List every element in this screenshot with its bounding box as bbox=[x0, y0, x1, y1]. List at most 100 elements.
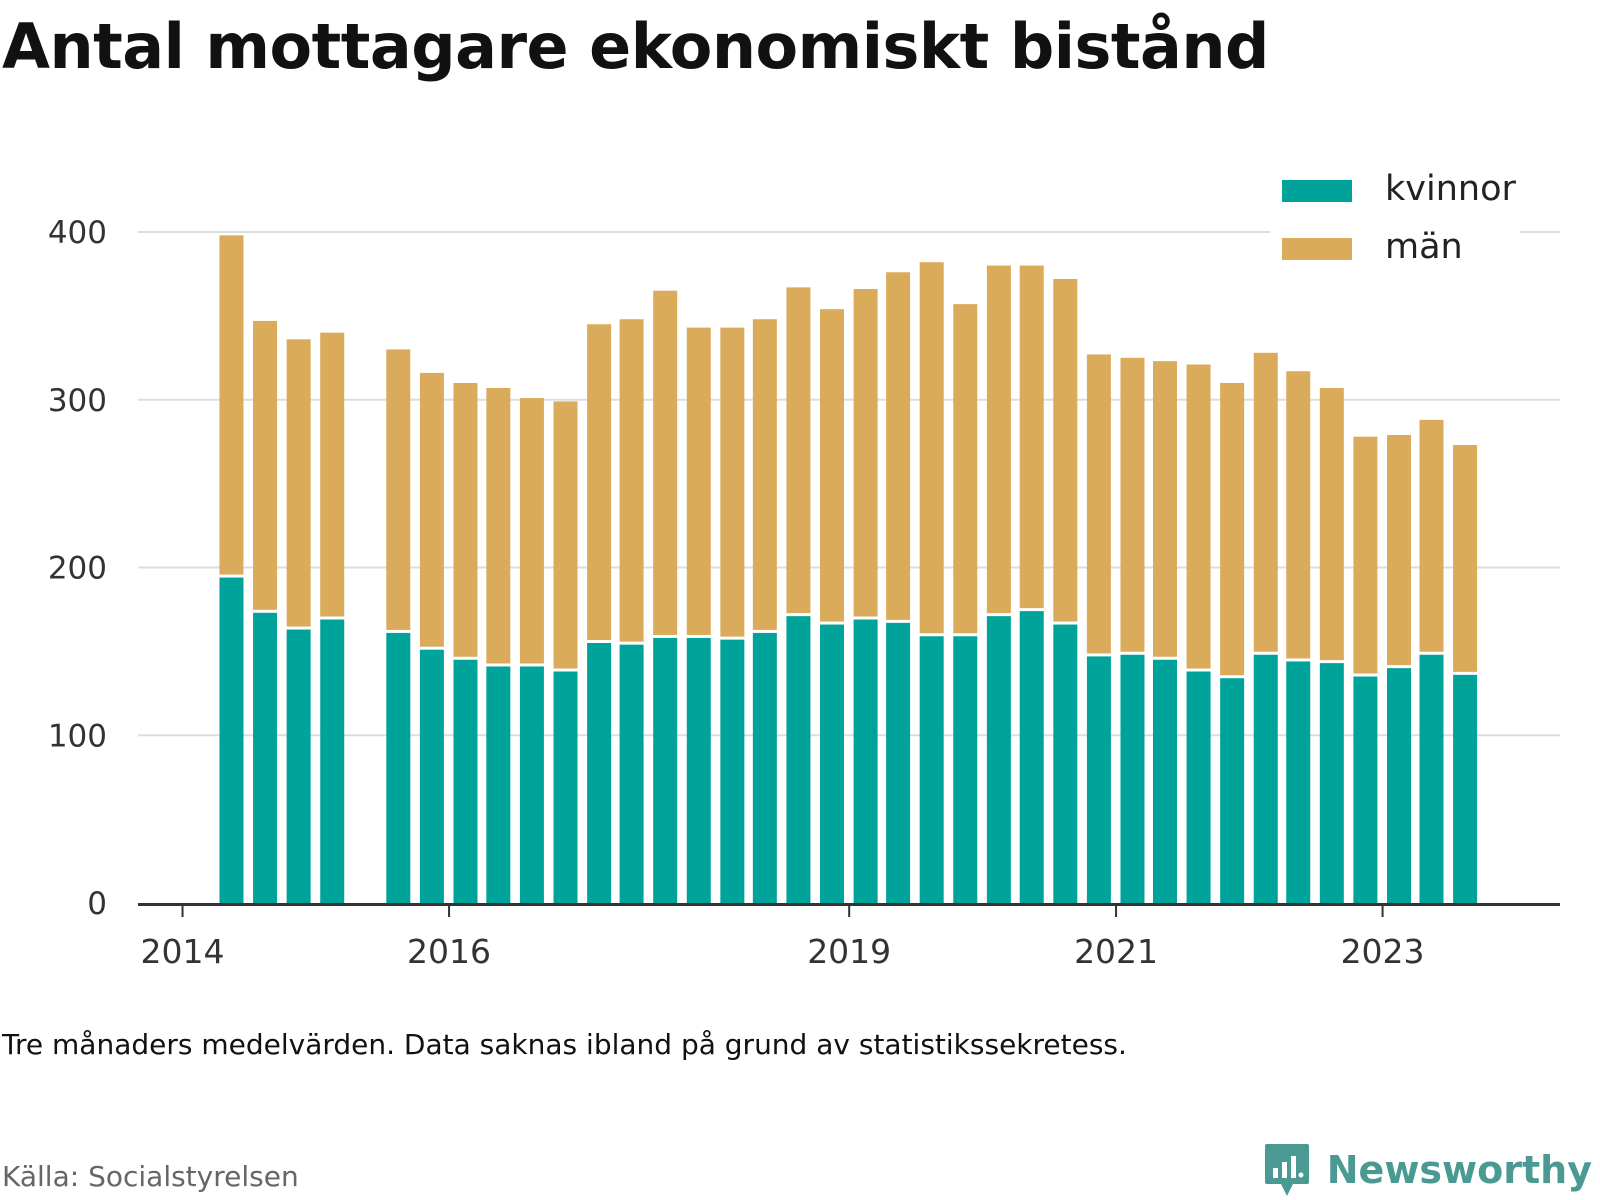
bar-man bbox=[1053, 278, 1078, 622]
x-tick-label: 2016 bbox=[407, 932, 491, 971]
chart-title: Antal mottagare ekonomiskt bistånd bbox=[2, 10, 1269, 83]
legend-label: kvinnor bbox=[1385, 169, 1516, 209]
bar-man bbox=[419, 372, 444, 647]
bar-man bbox=[486, 388, 511, 664]
bar-man bbox=[953, 304, 978, 634]
bar-man bbox=[320, 332, 345, 617]
bar-kvinnor bbox=[587, 642, 612, 903]
bar-man bbox=[219, 235, 244, 575]
stacked-bar-chart: 0 100 200 300 400 2014 2016 2019 2021 2023 kvinn… bbox=[48, 169, 1560, 971]
bar-man bbox=[453, 382, 478, 657]
bar-man bbox=[1186, 364, 1211, 669]
x-tick-label: 2014 bbox=[141, 932, 225, 971]
y-tick-label: 400 bbox=[48, 215, 107, 251]
bar-man bbox=[619, 319, 644, 642]
bar-kvinnor bbox=[419, 649, 444, 903]
legend-swatch bbox=[1282, 180, 1352, 202]
bar-kvinnor bbox=[1386, 668, 1411, 903]
bar-man bbox=[1152, 361, 1177, 657]
bar-man bbox=[886, 272, 911, 620]
bar-man bbox=[752, 319, 777, 630]
bar-man bbox=[519, 398, 544, 664]
bar-man bbox=[587, 324, 612, 640]
bar-kvinnor bbox=[1453, 674, 1478, 903]
bar-man bbox=[1220, 382, 1245, 676]
bar-man bbox=[786, 287, 811, 614]
bar-kvinnor bbox=[886, 622, 911, 903]
bar-kvinnor bbox=[619, 644, 644, 903]
newsworthy-logo-icon bbox=[1264, 1144, 1309, 1196]
y-tick-label: 0 bbox=[87, 886, 107, 922]
bar-kvinnor bbox=[1286, 661, 1311, 903]
bar-kvinnor bbox=[253, 612, 278, 903]
x-tick-label: 2021 bbox=[1074, 932, 1158, 971]
bar-kvinnor bbox=[320, 619, 345, 903]
y-tick-label: 100 bbox=[48, 718, 107, 754]
bar-kvinnor bbox=[820, 624, 845, 903]
bar-kvinnor bbox=[953, 636, 978, 903]
bar-man bbox=[820, 309, 845, 622]
bar-man bbox=[1120, 357, 1145, 652]
bar-kvinnor bbox=[1353, 676, 1378, 903]
y-axis-ticks: 0 100 200 300 400 bbox=[48, 215, 107, 922]
bar-man bbox=[286, 339, 311, 627]
bar-kvinnor bbox=[219, 577, 244, 903]
bars bbox=[219, 235, 1478, 903]
bar-kvinnor bbox=[1253, 654, 1278, 903]
x-tick-label: 2023 bbox=[1341, 932, 1425, 971]
bar-man bbox=[1019, 265, 1044, 609]
legend-label: män bbox=[1385, 227, 1463, 267]
bar-man bbox=[1353, 436, 1378, 674]
bar-kvinnor bbox=[1220, 678, 1245, 903]
bar-man bbox=[653, 290, 678, 635]
bar-man bbox=[253, 320, 278, 610]
x-axis: 2014 2016 2019 2021 2023 bbox=[138, 903, 1560, 971]
source-label: Källa: Socialstyrelsen bbox=[2, 1160, 299, 1193]
bar-kvinnor bbox=[919, 636, 944, 903]
bar-kvinnor bbox=[553, 671, 578, 903]
chart-note: Tre månaders medelvärden. Data saknas ib… bbox=[2, 1028, 1127, 1061]
bar-kvinnor bbox=[686, 637, 711, 903]
bar-kvinnor bbox=[986, 616, 1011, 903]
bar-man bbox=[553, 401, 578, 669]
bar-man bbox=[986, 265, 1011, 614]
bar-man bbox=[1086, 354, 1111, 654]
bar-man bbox=[853, 289, 878, 617]
bar-kvinnor bbox=[1120, 654, 1145, 903]
bar-kvinnor bbox=[519, 666, 544, 903]
bar-kvinnor bbox=[1086, 656, 1111, 903]
bar-man bbox=[1286, 371, 1311, 659]
bar-kvinnor bbox=[1053, 624, 1078, 903]
legend-swatch bbox=[1282, 238, 1352, 260]
bar-kvinnor bbox=[453, 659, 478, 903]
bar-kvinnor bbox=[1019, 611, 1044, 903]
bar-man bbox=[1453, 445, 1478, 672]
bar-kvinnor bbox=[486, 666, 511, 903]
bar-man bbox=[386, 349, 411, 630]
bar-kvinnor bbox=[720, 639, 745, 903]
bar-kvinnor bbox=[1319, 663, 1344, 903]
brand-logo[interactable]: Newsworthy bbox=[1263, 1142, 1592, 1198]
y-tick-label: 200 bbox=[48, 551, 107, 587]
bar-kvinnor bbox=[1152, 659, 1177, 903]
bar-kvinnor bbox=[1419, 654, 1444, 903]
bar-man bbox=[1253, 352, 1278, 652]
bar-kvinnor bbox=[286, 629, 311, 903]
bar-man bbox=[1319, 388, 1344, 661]
bar-kvinnor bbox=[853, 619, 878, 903]
bar-man bbox=[1419, 419, 1444, 652]
bar-kvinnor bbox=[653, 637, 678, 903]
bar-man bbox=[720, 327, 745, 637]
bar-kvinnor bbox=[786, 616, 811, 903]
brand-name: Newsworthy bbox=[1326, 1148, 1592, 1192]
bar-kvinnor bbox=[752, 632, 777, 903]
bar-kvinnor bbox=[1186, 671, 1211, 903]
gridlines bbox=[138, 231, 1560, 737]
y-tick-label: 300 bbox=[48, 383, 107, 419]
legend: kvinnor män bbox=[1270, 169, 1520, 280]
bar-man bbox=[919, 262, 944, 634]
bar-man bbox=[1386, 434, 1411, 666]
bar-man bbox=[686, 327, 711, 635]
x-tick-label: 2019 bbox=[807, 932, 891, 971]
bar-kvinnor bbox=[386, 632, 411, 903]
